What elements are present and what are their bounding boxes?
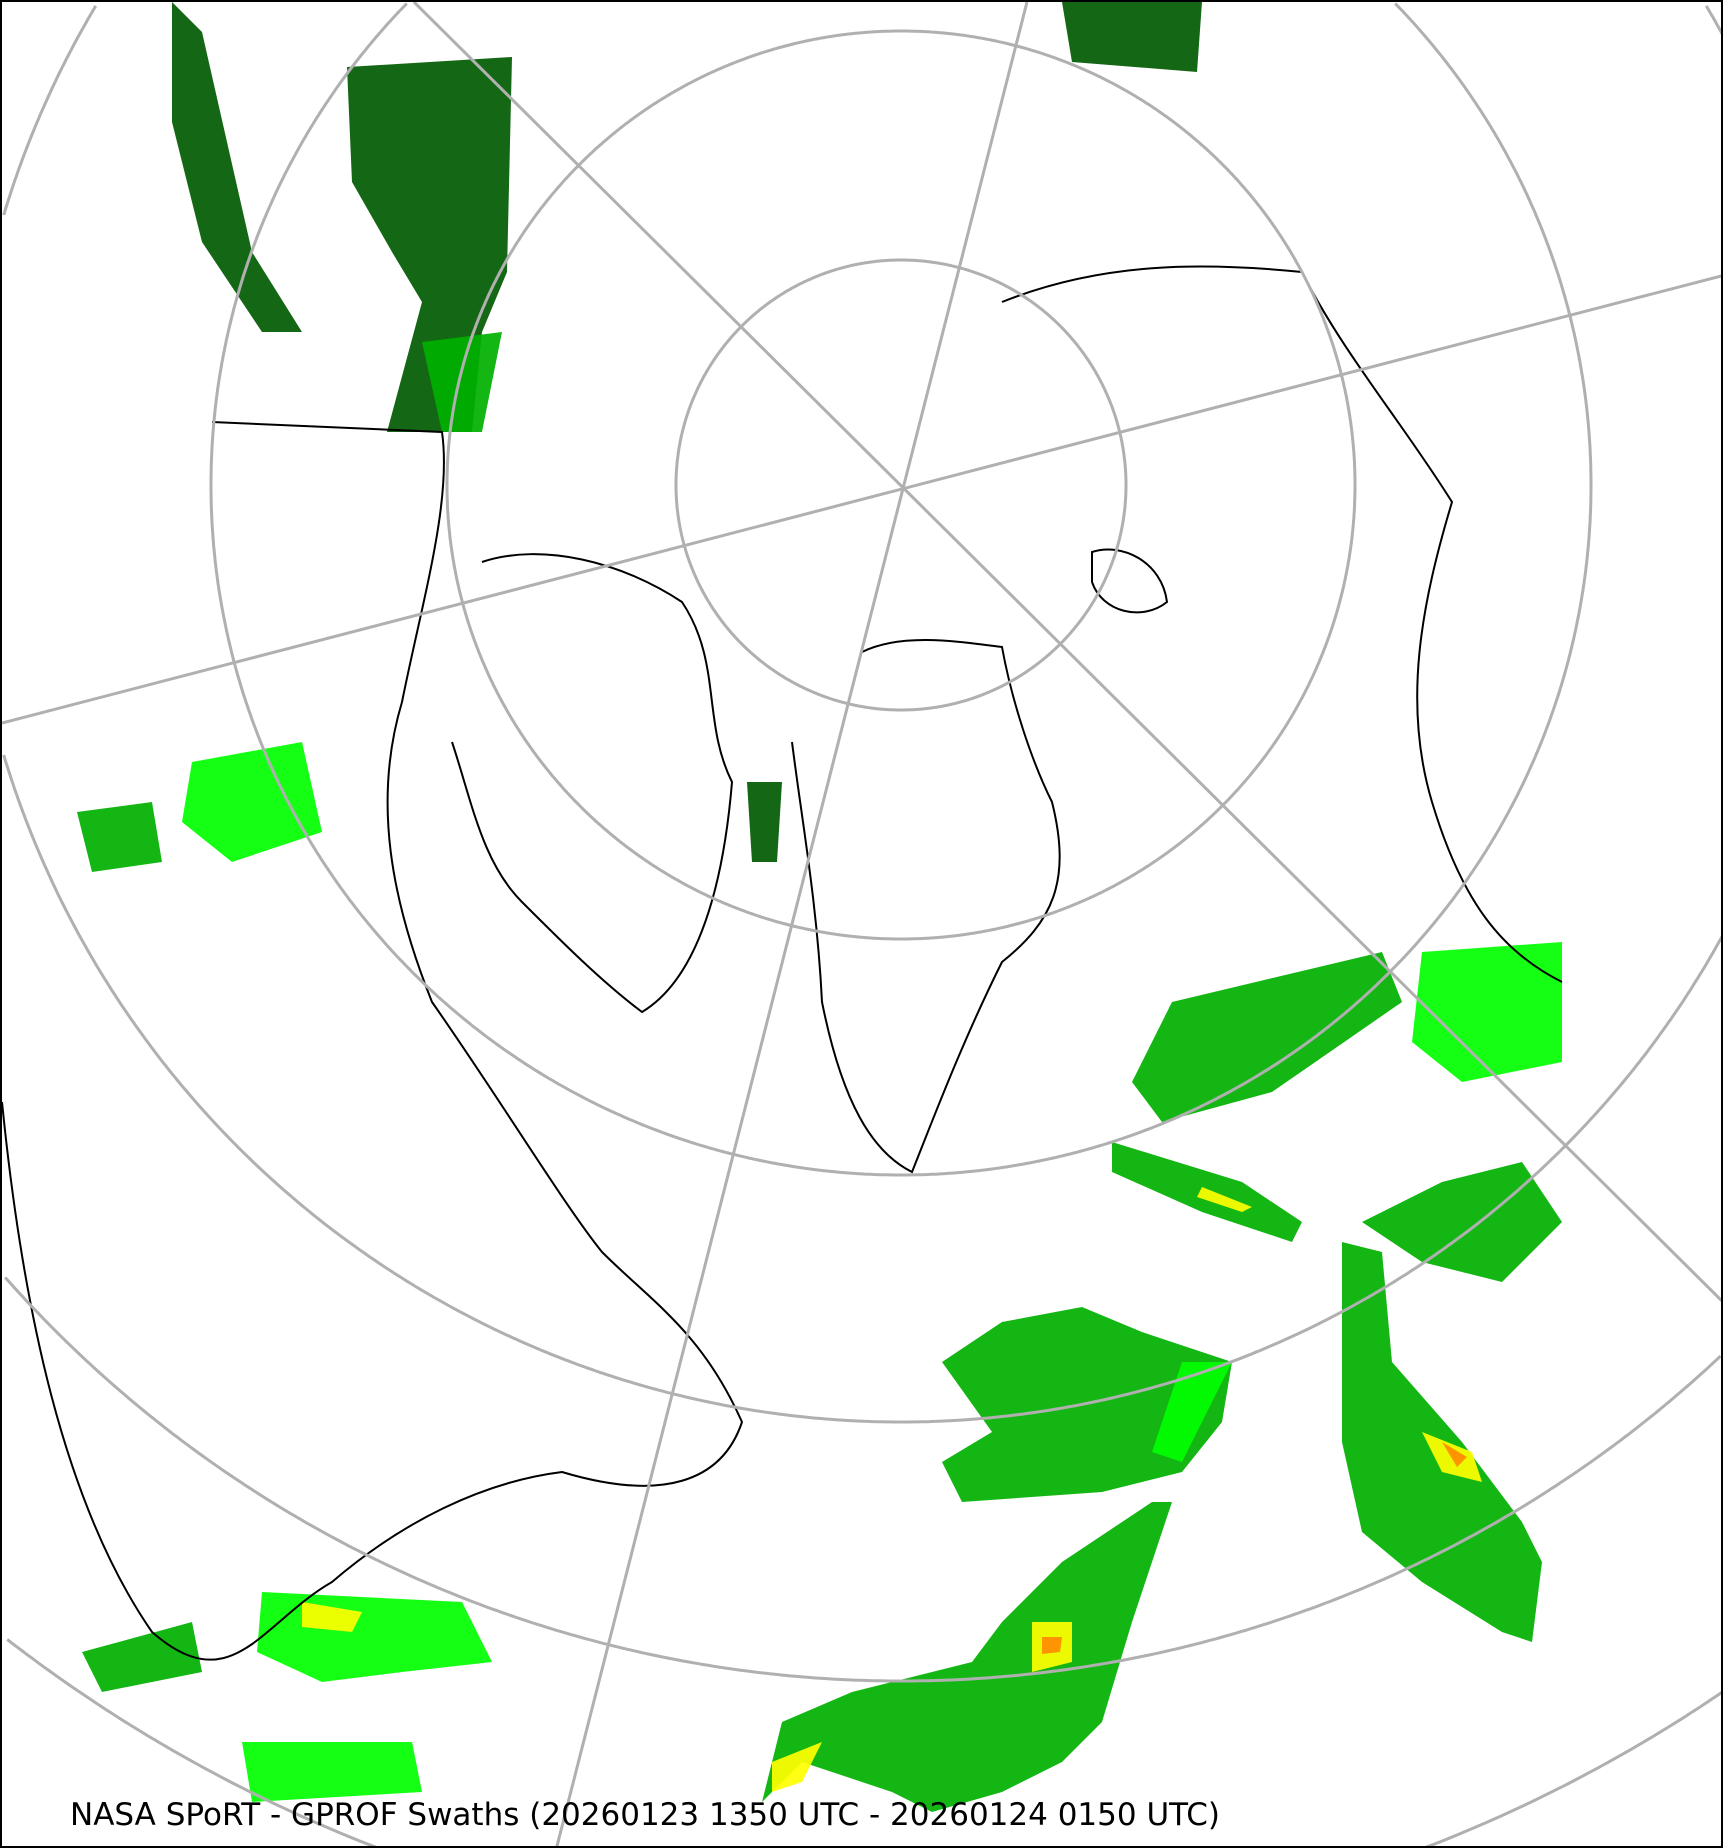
canadian-archipelago (451, 553, 734, 1014)
greenland-outline (791, 639, 1061, 1174)
map-caption: NASA SPoRT - GPROF Swaths (20260123 1350… (70, 1797, 1220, 1833)
meridian-line (555, 2, 1029, 1846)
precip-swath (302, 1602, 362, 1632)
north-america-coast (2, 421, 744, 1661)
precip-swath (257, 1592, 492, 1682)
latitude-circle (2, 5, 1721, 1424)
precip-swath (77, 802, 162, 872)
precip-swath (422, 332, 502, 432)
precip-swath (1062, 2, 1202, 72)
latitude-circle (445, 29, 1357, 941)
meridian-line (2, 274, 1721, 725)
precip-swath (1412, 942, 1562, 1082)
precip-swath (82, 1622, 202, 1692)
svalbard (1091, 548, 1169, 614)
precip-swath (762, 1502, 1172, 1812)
precip-swath (242, 1742, 422, 1802)
coastlines (2, 265, 1563, 1661)
precip-swath (182, 742, 322, 862)
precip-swath (1152, 1362, 1232, 1462)
precip-swath (1362, 1162, 1562, 1282)
latitude-circle (4, 1276, 1721, 1683)
precip-swath (1442, 1442, 1467, 1467)
precip-swath (1132, 952, 1402, 1122)
latitude-circle (674, 258, 1128, 712)
latitude-circle (6, 1638, 1721, 1846)
precip-swath (747, 782, 782, 862)
precip-swath (172, 2, 302, 332)
precipitation-swaths (77, 2, 1562, 1812)
eurasia-coast (1001, 265, 1563, 983)
meridian-line (412, 2, 1721, 1303)
precip-swath (1042, 1637, 1062, 1654)
precip-swath (772, 1742, 822, 1792)
precip-swath (1197, 1187, 1252, 1212)
latitude-circle (209, 2, 1593, 1177)
